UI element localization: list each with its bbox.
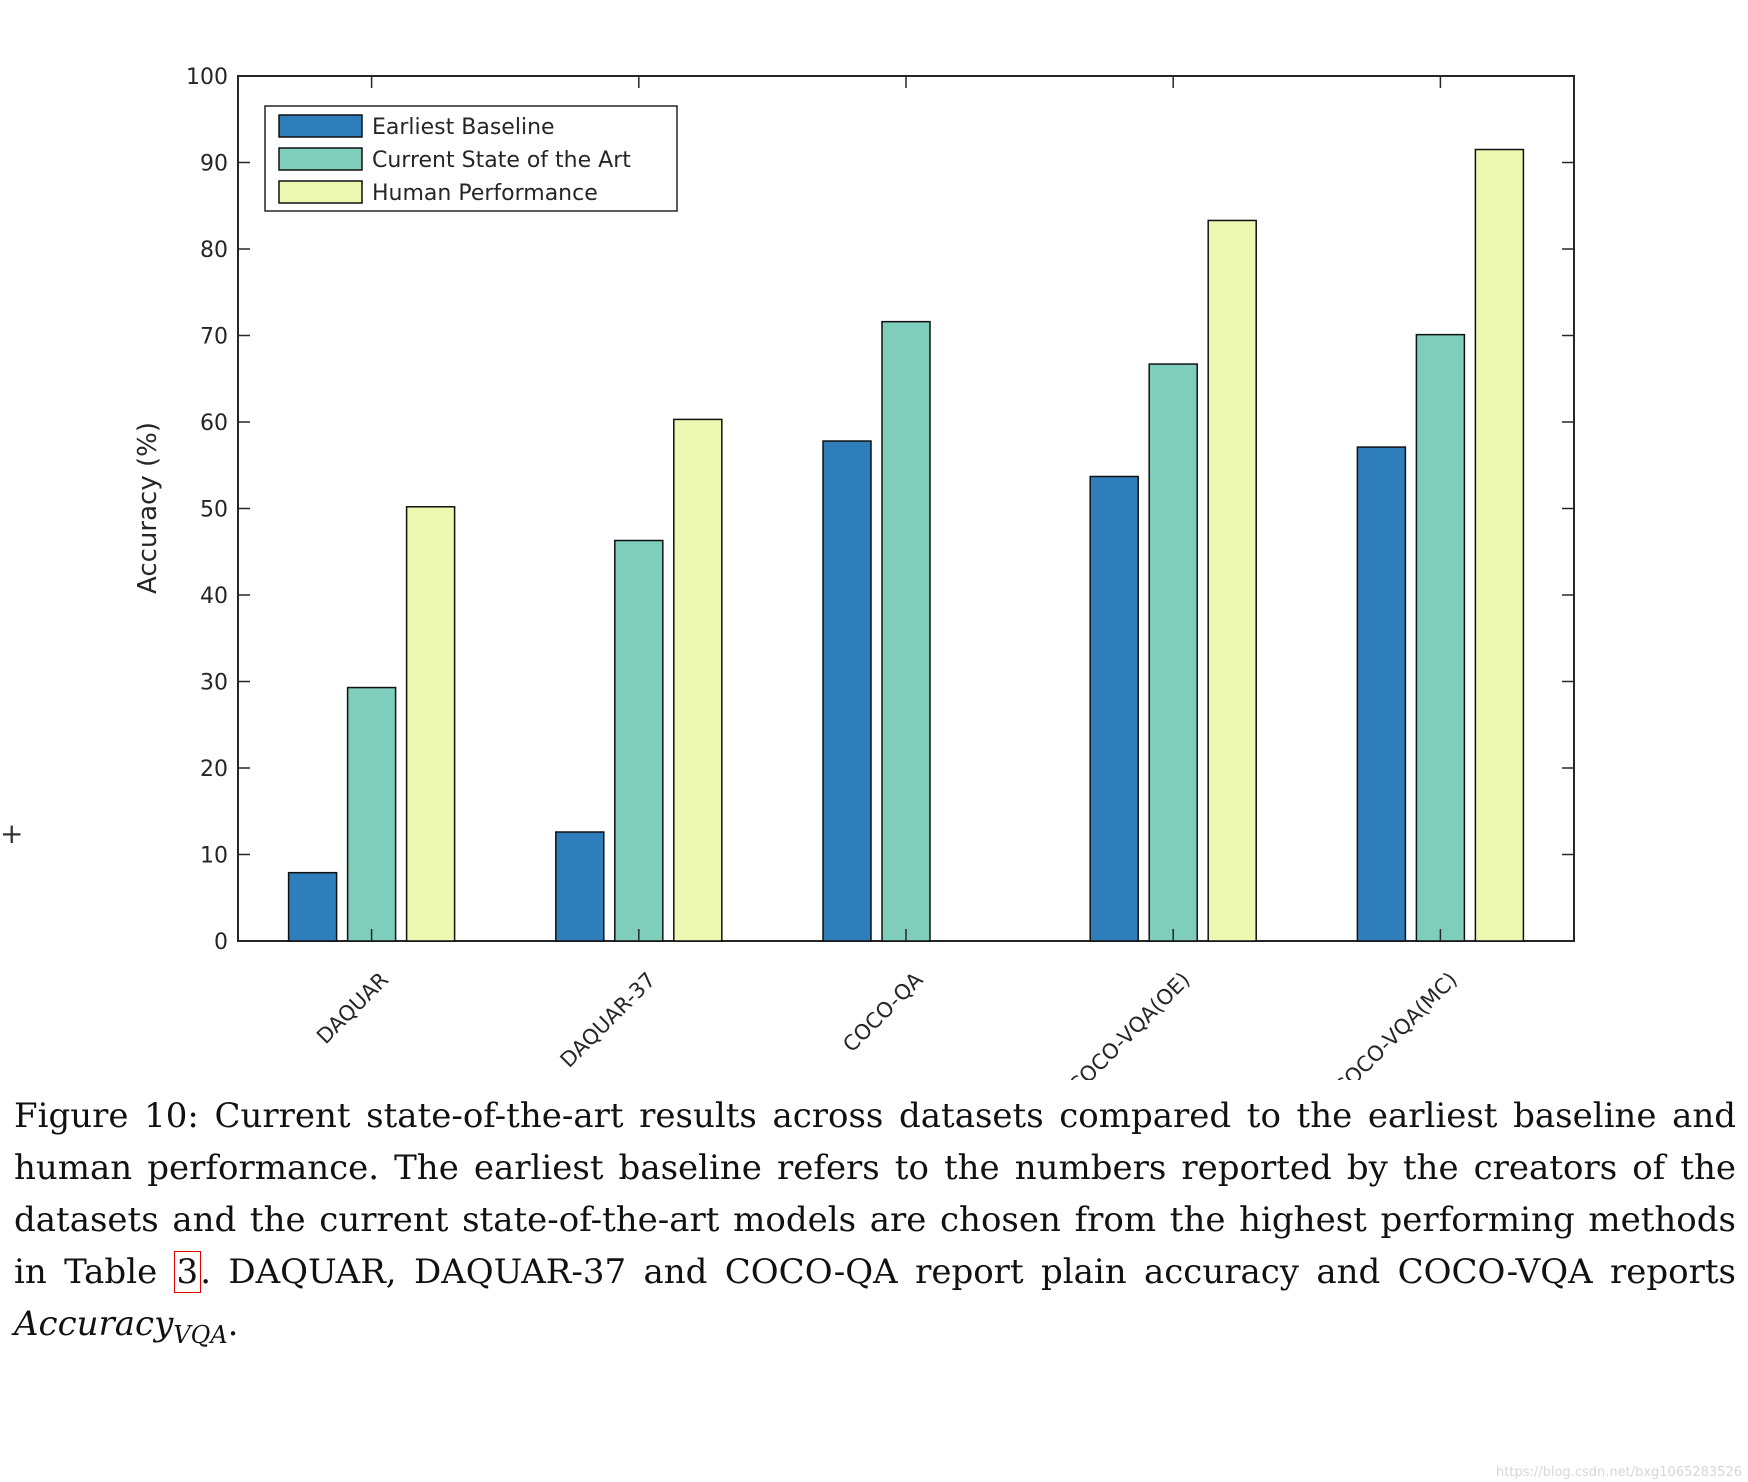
y-tick-label: 0 [214, 930, 228, 955]
y-tick-label: 30 [200, 671, 228, 696]
bar-earliest-baseline [555, 831, 605, 942]
legend-swatch [278, 114, 363, 138]
bar-state-of-the-art [346, 686, 397, 942]
bar-earliest-baseline [287, 871, 338, 942]
bar-state-of-the-art [614, 539, 664, 942]
bar-human-performance [405, 506, 456, 942]
y-tick-label: 100 [186, 65, 228, 90]
legend-swatch [278, 180, 363, 204]
bar-state-of-the-art [881, 320, 931, 942]
legend-entry-label: Earliest Baseline [372, 115, 555, 140]
bars-group [287, 148, 1525, 942]
y-tick-label: 80 [200, 238, 228, 263]
legend-entry-label: Current State of the Art [372, 148, 631, 173]
y-tick-label: 90 [200, 152, 228, 177]
bar-human-performance [1474, 148, 1525, 942]
bar-state-of-the-art [1415, 333, 1466, 942]
caption-label: Figure 10: [14, 1096, 199, 1136]
caption-text-end: . [227, 1304, 239, 1344]
x-category-label: COCO-VQA(OE) [1064, 968, 1195, 1080]
x-category-label: COCO-QA [838, 967, 928, 1057]
y-tick-label: 70 [200, 325, 228, 350]
figure-caption: Figure 10: Current state-of-the-art resu… [14, 1090, 1736, 1361]
y-axis-label: Accuracy (%) [133, 422, 163, 594]
bar-earliest-baseline [822, 440, 872, 942]
bar-human-performance [673, 418, 723, 942]
bar-chart: 0 10 20 30 40 50 60 70 80 90 100 DAQUAR DAQUAR-37 CO… [133, 65, 1575, 1080]
legend-swatch [278, 147, 363, 171]
y-tick-label: 40 [200, 584, 228, 609]
x-category-label: COCO-VQA(MC) [1329, 968, 1462, 1080]
bar-state-of-the-art [1148, 363, 1198, 942]
accuracy-math-term: Accuracy [14, 1304, 174, 1344]
y-tick-label: 10 [200, 844, 228, 869]
y-tick-label: 50 [200, 498, 228, 523]
legend-entry-label: Human Performance [372, 181, 598, 206]
x-category-label: DAQUAR [312, 968, 393, 1049]
watermark: https://blog.csdn.net/bxg1065283526 [1496, 1465, 1742, 1480]
caption-text-part2: . DAQUAR, DAQUAR-37 and COCO-QA report p… [200, 1252, 1736, 1292]
bar-earliest-baseline [1089, 475, 1139, 942]
bar-earliest-baseline [1356, 446, 1407, 942]
legend: Earliest Baseline Current State of the Ar… [264, 105, 678, 212]
x-category-label: DAQUAR-37 [556, 968, 661, 1073]
table-reference-link[interactable]: 3 [173, 1251, 202, 1293]
y-tick-label: 20 [200, 757, 228, 782]
accuracy-math-subscript: VQA [173, 1321, 228, 1349]
y-tick-label: 60 [200, 411, 228, 436]
caption-text-part1: Current state-of-the-art results across … [14, 1096, 1737, 1292]
y-axis: 0 10 20 30 40 50 60 70 80 90 100 [186, 65, 1574, 955]
bar-human-performance [1207, 219, 1257, 942]
margin-mark: + [0, 817, 24, 850]
